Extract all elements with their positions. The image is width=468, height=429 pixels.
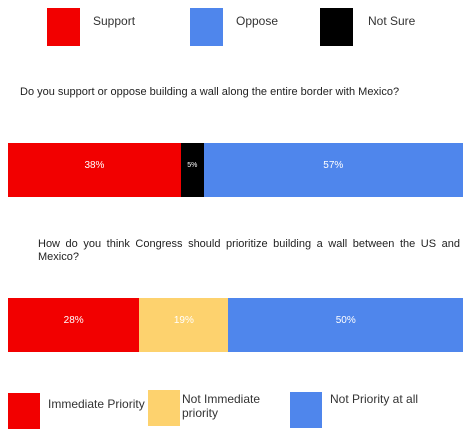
data-label: 28%: [63, 314, 84, 326]
data-label: 19%: [173, 314, 194, 326]
bar-segment: 38%: [8, 143, 181, 197]
data-label: 50%: [335, 314, 356, 326]
legend-swatch: [290, 392, 322, 428]
legend-swatch: [190, 8, 223, 46]
bar-segment: 5%: [180, 143, 204, 197]
legend-label: Not Immediate priority: [182, 392, 261, 420]
bar-segment: 57%: [203, 143, 463, 197]
legend-label: Not Priority at all: [330, 392, 419, 406]
bar-segment: 19%: [139, 298, 229, 352]
bar-segment: 28%: [8, 298, 140, 352]
legend-swatch: [8, 393, 40, 429]
legend-swatch: [148, 390, 180, 426]
data-label: 38%: [84, 159, 105, 171]
legend-label: Oppose: [236, 14, 279, 28]
question: How do you think Congress should priorit…: [38, 238, 460, 263]
bar-segment: 50%: [228, 298, 463, 352]
legend-swatch: [47, 8, 80, 46]
question: Do you support or oppose building a wall…: [20, 86, 400, 98]
data-label: 5%: [187, 161, 198, 169]
data-label: 57%: [323, 159, 344, 171]
legend-label: Immediate Priority: [48, 397, 145, 411]
legend-label: Not Sure: [368, 14, 416, 28]
legend-swatch: [320, 8, 353, 46]
legend-label: Support: [93, 14, 136, 28]
